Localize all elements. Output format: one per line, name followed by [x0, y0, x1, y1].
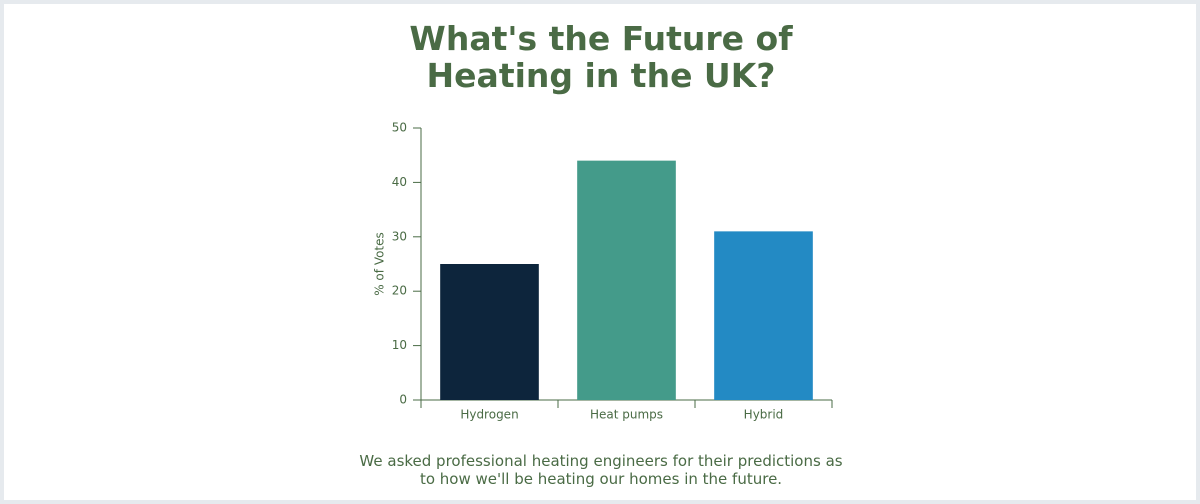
- y-tick-label: 50: [392, 121, 407, 135]
- y-tick-label: 40: [392, 175, 407, 189]
- bar: [440, 264, 539, 400]
- x-tick-label: Heat pumps: [590, 408, 663, 422]
- y-tick-label: 30: [392, 229, 407, 243]
- y-axis-title: % of Votes: [373, 232, 387, 296]
- bar: [577, 160, 676, 400]
- chart-subtitle: We asked professional heating engineers …: [359, 452, 843, 488]
- y-tick-label: 20: [392, 284, 407, 298]
- x-tick-label: Hybrid: [744, 408, 784, 422]
- y-tick-label: 10: [392, 338, 407, 352]
- bar: [714, 231, 813, 400]
- x-tick-label: Hydrogen: [460, 408, 518, 422]
- chart-title: What's the Future of Heating in the UK?: [409, 19, 793, 95]
- y-tick-label: 0: [399, 393, 407, 407]
